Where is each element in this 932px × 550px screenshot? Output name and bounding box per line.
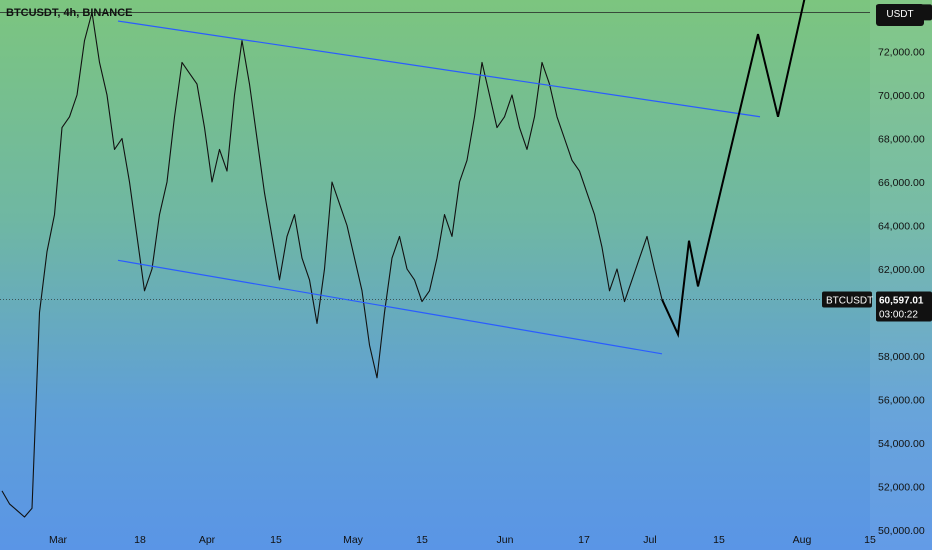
y-tick-label: 52,000.00: [878, 482, 925, 494]
y-tick-label: 68,000.00: [878, 134, 925, 146]
x-tick-label: 15: [864, 534, 876, 546]
x-tick-label: 18: [134, 534, 146, 546]
y-tick-label: 58,000.00: [878, 351, 925, 363]
symbol-tag: BTCUSDT: [826, 295, 873, 306]
channel-line-lower: [117, 259, 663, 355]
x-tick-label: 15: [713, 534, 725, 546]
x-tick-label: May: [343, 534, 364, 546]
y-tick-label: 64,000.00: [878, 221, 925, 233]
x-tick-label: Aug: [793, 534, 812, 546]
x-tick-label: 15: [416, 534, 428, 546]
last-price-box: [876, 291, 932, 322]
chart-title: BTCUSDT, 4h, BINANCE: [6, 7, 133, 19]
y-tick-label: 70,000.00: [878, 90, 925, 102]
y-tick-label: 62,000.00: [878, 264, 925, 276]
x-tick-label: Apr: [199, 534, 216, 546]
price-series-line: [1, 11, 663, 518]
y-tick-label: 50,000.00: [878, 525, 925, 537]
x-tick-label: 15: [270, 534, 282, 546]
countdown-timer: 03:00:22: [879, 309, 918, 320]
y-tick-label: 72,000.00: [878, 47, 925, 59]
channel-line-upper: [117, 20, 761, 118]
y-tick-label: 54,000.00: [878, 438, 925, 450]
x-tick-label: Jul: [643, 534, 656, 546]
x-tick-label: Mar: [49, 534, 68, 546]
x-tick-label: Jun: [497, 534, 514, 546]
currency-selector-button[interactable]: USDT: [876, 4, 924, 26]
last-price-value: 60,597.01: [879, 295, 924, 306]
projection-path: [661, 0, 806, 338]
symbol-tag-box: [822, 291, 872, 308]
x-tick-label: 17: [578, 534, 590, 546]
y-tick-label: 66,000.00: [878, 177, 925, 189]
price-axis-panel: [870, 0, 932, 550]
y-tick-label: 56,000.00: [878, 395, 925, 407]
